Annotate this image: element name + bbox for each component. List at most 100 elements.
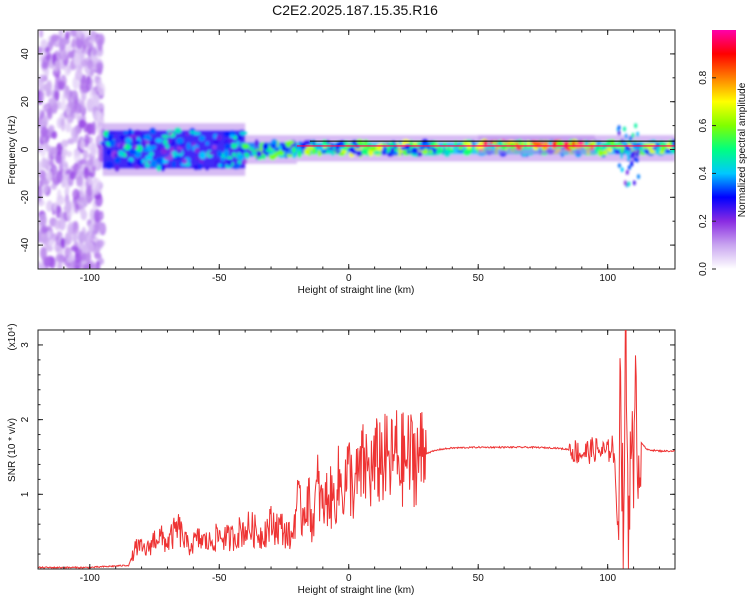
spectrogram-x-label: Height of straight line (km) (298, 285, 415, 296)
spectrogram-cell (437, 148, 443, 154)
spectrogram-cell (630, 160, 634, 166)
spectrogram-cell (637, 174, 641, 180)
spectrogram-cell (41, 157, 47, 169)
spectrogram-cell (76, 30, 83, 39)
spectrogram-cell (186, 142, 191, 151)
spectrogram-cell (59, 37, 66, 52)
spectrogram-y-label: Frequency (Hz) (7, 116, 18, 185)
spectrogram-cell (49, 146, 58, 155)
spectrogram-x-tick-label: 0 (346, 273, 352, 284)
spectrogram-cell (77, 230, 86, 244)
spectrogram-cell (591, 140, 597, 147)
spectrogram-cell (552, 141, 557, 149)
spectrogram-cell (168, 152, 173, 161)
snr-x-tick-label: -100 (80, 573, 100, 584)
spectrogram-cell (125, 137, 133, 144)
spectrogram-cell (86, 122, 94, 135)
spectrogram-x-tick-label: 50 (473, 273, 485, 284)
spectrogram-cell (92, 93, 100, 107)
spectrogram-cell (457, 149, 465, 153)
spectrogram-cell (54, 219, 62, 231)
spectrogram-cell (237, 160, 242, 165)
spectrogram-cell (624, 150, 629, 154)
spectrogram-cell (91, 46, 97, 57)
spectrogram-cell (39, 90, 46, 102)
spectrogram-cell (38, 108, 42, 115)
spectrogram-cell (114, 165, 120, 172)
spectrogram-cell (492, 140, 497, 146)
spectrogram-cell (614, 149, 619, 154)
colorbar-gradient (712, 30, 736, 269)
spectrogram-cell (215, 134, 222, 141)
spectrogram-cell (68, 101, 76, 109)
spectrogram-cell (134, 165, 141, 170)
spectrogram-cell (449, 149, 455, 153)
spectrogram-cell (123, 130, 128, 135)
spectrogram-cell (70, 126, 78, 140)
spectrogram-cell (150, 160, 158, 168)
spectrogram-cell (91, 165, 97, 172)
spectrogram-cell (390, 147, 395, 152)
spectrogram-cell (140, 134, 145, 138)
spectrogram-cell (38, 231, 42, 243)
spectrogram-cell (164, 156, 170, 161)
spectrogram-cell (85, 185, 94, 196)
spectrogram-cell (212, 140, 221, 144)
spectrogram-cell (625, 169, 629, 175)
spectrogram-cell (70, 90, 78, 102)
spectrogram-cell (48, 97, 57, 106)
spectrogram-cell (82, 252, 87, 262)
spectrogram-cell (243, 152, 250, 157)
spectrogram-cell (91, 230, 96, 240)
spectrogram-cell (232, 152, 237, 157)
spectrogram-cell (148, 151, 154, 157)
spectrogram-cell (73, 52, 81, 67)
spectrogram-cell (46, 107, 53, 120)
spectrogram-cell (65, 110, 71, 124)
spectrogram-y-ticks: -40 -20 0 20 40 (20, 29, 675, 270)
spectrogram-cell (254, 139, 259, 148)
spectrogram-cell (72, 188, 81, 200)
spectrogram-cell (65, 122, 72, 133)
spectrogram-cell (278, 145, 282, 150)
colorbar-tick-label: 0.8 (698, 70, 709, 84)
spectrogram-cell (131, 136, 136, 145)
spectrogram-cell (637, 149, 641, 155)
spectrogram-cell (228, 130, 237, 137)
spectrogram-cell (69, 251, 74, 263)
spectrogram-cell (176, 145, 183, 152)
spectrogram-cell (91, 121, 96, 136)
spectrogram-cell (98, 257, 104, 266)
spectrogram-cell (74, 264, 80, 269)
spectrogram-cell (671, 138, 675, 147)
spectrogram-cell (617, 125, 621, 131)
spectrogram-cell (83, 166, 89, 180)
spectrogram-cell (342, 147, 348, 151)
spectrogram-cell (620, 148, 624, 154)
spectrogram-cell (622, 126, 626, 132)
spectrogram-cell (50, 183, 57, 190)
spectrogram-cell (84, 48, 89, 55)
spectrogram-cell (521, 140, 525, 147)
spectrogram-cell (649, 148, 654, 154)
spectrogram-cell (660, 145, 667, 152)
spectrogram-cell (311, 147, 316, 156)
spectrogram-cell (623, 180, 627, 186)
spectrogram-cell (443, 149, 451, 158)
spectrogram-y-tick-label: 40 (20, 48, 31, 60)
spectrogram-cell (601, 143, 606, 152)
spectrogram-cell (97, 38, 103, 51)
spectrogram-cell (617, 130, 621, 136)
snr-x-tick-label: 50 (473, 573, 485, 584)
spectrogram-cell (394, 147, 398, 152)
spectrogram-cell (40, 225, 49, 234)
spectrogram-cell (56, 245, 64, 256)
spectrogram-cell (195, 156, 200, 160)
spectrogram-cell (579, 140, 584, 146)
spectrogram-cell (165, 144, 170, 150)
spectrogram-cell (51, 130, 58, 140)
spectrogram-cell (67, 138, 75, 145)
spectrogram-cell (98, 154, 104, 163)
spectrogram-y-tick-label: -20 (20, 190, 31, 205)
spectrogram-cell (184, 162, 191, 167)
